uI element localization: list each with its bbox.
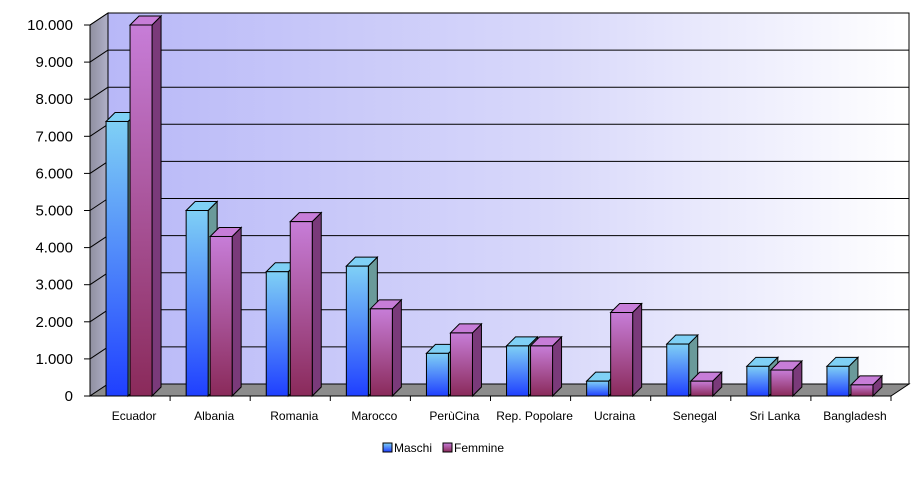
x-category-label: Ucraina bbox=[594, 409, 636, 423]
legend-swatch bbox=[442, 442, 453, 453]
bar-femmine-5 bbox=[529, 335, 563, 398]
x-category-label: Bangladesh bbox=[823, 409, 886, 423]
legend-item-femmine: Femmine bbox=[442, 441, 504, 455]
gridline-side bbox=[89, 272, 109, 286]
gridline-side bbox=[89, 49, 109, 63]
y-tick-label: 2.000 bbox=[35, 314, 73, 331]
x-category-label: Romania bbox=[270, 409, 318, 423]
bar-femmine-0 bbox=[128, 14, 163, 398]
gridline-side bbox=[89, 12, 109, 26]
gridline-side bbox=[89, 309, 109, 323]
gridline-side bbox=[89, 346, 109, 360]
x-category-label: Ecuador bbox=[112, 409, 157, 423]
x-category-label: PerùCina bbox=[429, 409, 479, 423]
x-category-label: Albania bbox=[194, 409, 234, 423]
x-category-label: Senegal bbox=[673, 409, 717, 423]
y-tick-label: 7.000 bbox=[35, 128, 73, 145]
bar-femmine-1 bbox=[208, 226, 243, 398]
y-tick-label: 1.000 bbox=[35, 351, 73, 368]
x-category-label: Marocco bbox=[351, 409, 397, 423]
bar-femmine-8 bbox=[769, 359, 804, 398]
legend-label: Maschi bbox=[394, 441, 432, 455]
x-category-label: Sri Lanka bbox=[749, 409, 800, 423]
gridline-side bbox=[89, 235, 109, 249]
gridline-side bbox=[89, 123, 109, 137]
y-tick-label: 5.000 bbox=[35, 203, 73, 220]
bar-femmine-2 bbox=[289, 211, 323, 398]
gridline-side bbox=[89, 160, 109, 174]
gridline-side bbox=[89, 86, 109, 100]
legend-label: Femmine bbox=[454, 441, 504, 455]
x-category-label: Rep. Popolare bbox=[496, 409, 573, 423]
bar-femmine-3 bbox=[369, 298, 403, 398]
y-tick-label: 4.000 bbox=[35, 240, 73, 257]
legend-swatch bbox=[382, 442, 393, 453]
y-tick-label: 3.000 bbox=[35, 277, 73, 294]
gridline-side bbox=[89, 198, 109, 211]
y-tick-label: 10.000 bbox=[27, 17, 73, 34]
y-tick-label: 6.000 bbox=[35, 165, 73, 182]
bar-femmine-7 bbox=[689, 370, 723, 398]
legend-item-maschi: Maschi bbox=[382, 441, 432, 455]
bar-femmine-6 bbox=[609, 302, 643, 398]
bar-femmine-4 bbox=[449, 322, 483, 398]
y-tick-label: 8.000 bbox=[35, 91, 73, 108]
y-tick-label: 9.000 bbox=[35, 54, 73, 71]
y-tick-label: 0 bbox=[65, 388, 73, 405]
